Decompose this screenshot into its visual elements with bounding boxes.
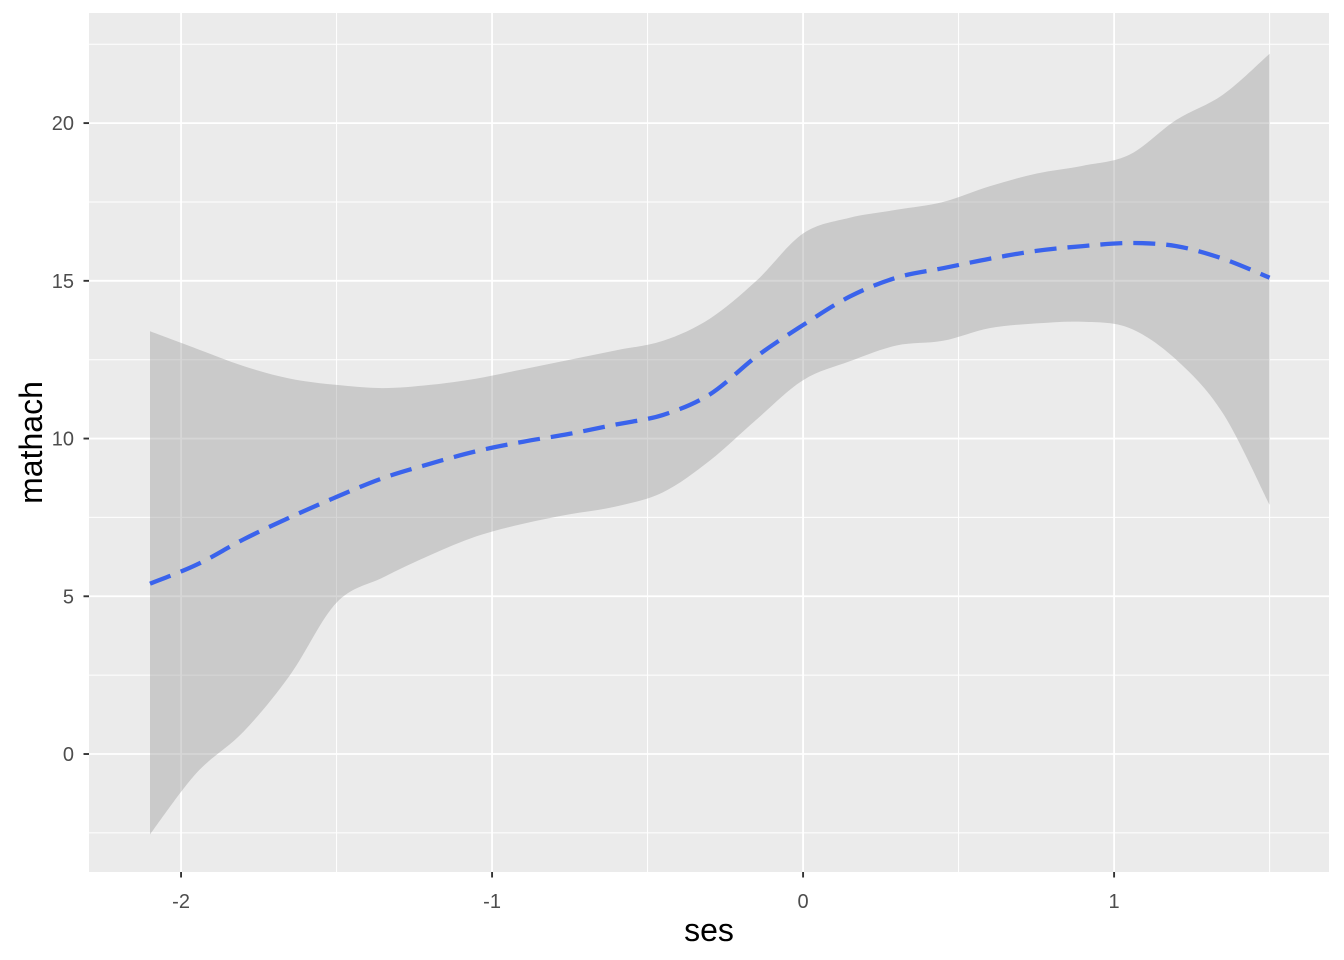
y-tick-label: 5	[63, 586, 74, 608]
major-gridlines	[89, 13, 1329, 872]
y-axis-tick-labels: 0 5 10 15 20	[52, 113, 74, 766]
x-tick-label: -2	[172, 891, 190, 913]
y-tick-label: 15	[52, 271, 74, 293]
confidence-ribbon	[150, 53, 1270, 835]
y-tick-label: 20	[52, 113, 74, 135]
x-axis-title: ses	[684, 912, 734, 948]
smooth-fit-line	[149, 240, 1271, 586]
x-tick-label: 1	[1109, 891, 1120, 913]
x-tick-label: -1	[483, 891, 501, 913]
y-tick-label: 10	[52, 429, 74, 451]
axis-tick-marks	[83, 122, 1116, 878]
y-axis-title: mathach	[13, 381, 49, 504]
plot-panel	[89, 13, 1329, 872]
x-axis-tick-labels: -2 -1 0 1	[172, 891, 1119, 913]
x-tick-label: 0	[798, 891, 809, 913]
y-tick-label: 0	[63, 744, 74, 766]
minor-gridlines	[89, 13, 1329, 872]
